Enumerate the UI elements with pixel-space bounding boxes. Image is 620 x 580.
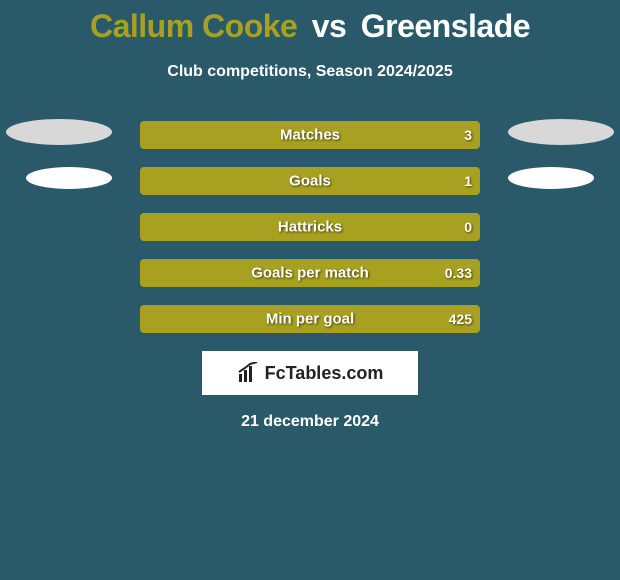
stat-row: Min per goal 425 <box>140 305 480 333</box>
decor-ellipse-left-2 <box>26 167 112 189</box>
player1-name: Callum Cooke <box>90 8 297 44</box>
vs-text: vs <box>312 8 347 44</box>
source-logo: FcTables.com <box>202 351 418 395</box>
player2-name: Greenslade <box>361 8 530 44</box>
stat-row: Goals per match 0.33 <box>140 259 480 287</box>
stat-label: Min per goal <box>266 311 354 328</box>
stat-value-left: 0.33 <box>445 265 472 281</box>
stat-row: Goals 1 <box>140 167 480 195</box>
subtitle: Club competitions, Season 2024/2025 <box>0 63 620 81</box>
stat-label: Hattricks <box>278 219 342 236</box>
decor-ellipse-left-1 <box>6 119 112 145</box>
stat-label: Matches <box>280 127 340 144</box>
decor-ellipse-right-2 <box>508 167 594 189</box>
stat-row: Matches 3 <box>140 121 480 149</box>
logo-text: FcTables.com <box>265 363 384 384</box>
chart-icon <box>237 362 259 384</box>
stat-value-left: 1 <box>464 173 472 189</box>
comparison-title: Callum Cooke vs Greenslade <box>0 0 620 45</box>
stat-label: Goals <box>289 173 331 190</box>
stat-bars-container: Matches 3 Goals 1 Hattricks 0 Goals per match 0… <box>0 121 620 333</box>
stat-value-left: 0 <box>464 219 472 235</box>
stat-label: Goals per match <box>251 265 369 282</box>
stat-value-left: 3 <box>464 127 472 143</box>
stat-value-left: 425 <box>449 311 472 327</box>
snapshot-date: 21 december 2024 <box>0 413 620 431</box>
stat-row: Hattricks 0 <box>140 213 480 241</box>
stats-stage: Matches 3 Goals 1 Hattricks 0 Goals per match 0… <box>0 121 620 431</box>
decor-ellipse-right-1 <box>508 119 614 145</box>
